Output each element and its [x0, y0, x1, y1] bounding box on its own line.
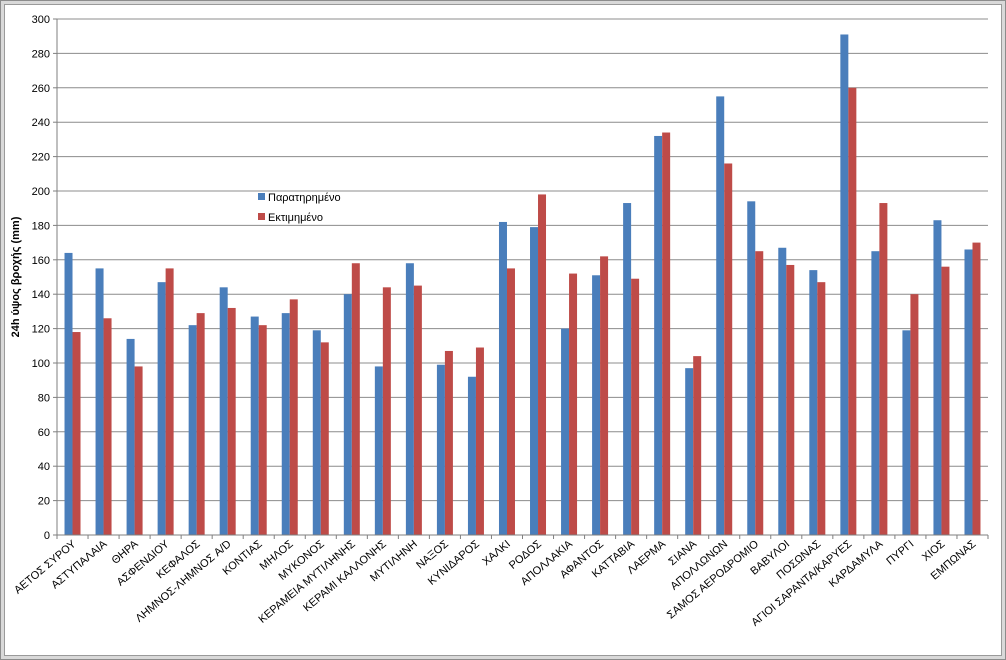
- bar-estimated: [600, 256, 609, 535]
- bar-observed: [561, 328, 570, 535]
- bar-estimated: [972, 242, 981, 535]
- y-tick-label: 60: [38, 427, 50, 439]
- bar-estimated: [724, 163, 733, 536]
- y-axis-label: 24h ύψος βροχής (mm): [10, 216, 22, 337]
- bar-observed: [809, 270, 818, 535]
- y-tick-label: 140: [32, 289, 50, 301]
- bar-observed: [902, 330, 911, 535]
- x-category-label: ΠΥΡΓΙ: [884, 538, 916, 568]
- bar-observed: [778, 247, 787, 535]
- bar-observed: [219, 287, 228, 535]
- bar-observed: [498, 221, 507, 535]
- bar-observed: [250, 316, 259, 535]
- y-tick-label: 160: [32, 255, 50, 267]
- bar-estimated: [786, 264, 795, 535]
- legend: Παρατηρημένο Εκτιμημένο: [258, 192, 341, 224]
- gridlines: [57, 18, 988, 502]
- y-tick-label: 20: [38, 496, 50, 508]
- bar-observed: [933, 220, 942, 536]
- bar-estimated: [320, 342, 329, 535]
- bar-estimated: [538, 194, 547, 535]
- bar-observed: [623, 203, 632, 536]
- legend-label: Εκτιμημένο: [268, 212, 323, 224]
- bar-estimated: [444, 350, 453, 535]
- bar-observed: [871, 251, 880, 535]
- bar-estimated: [258, 325, 267, 535]
- bar-estimated: [289, 299, 298, 535]
- bar-observed: [436, 364, 445, 535]
- y-axis-ticks: 0 20 40 60 80 100 120 140 160 180 200 220 240 260 280 3…: [32, 14, 57, 542]
- legend-swatch: [258, 193, 265, 200]
- bar-estimated: [196, 313, 205, 535]
- y-tick-label: 260: [32, 83, 50, 95]
- y-tick-label: 120: [32, 324, 50, 336]
- bar-estimated: [165, 268, 174, 535]
- bar-estimated: [72, 332, 81, 535]
- y-tick-label: 80: [38, 392, 50, 404]
- bar-estimated: [755, 251, 764, 535]
- legend-swatch: [258, 213, 265, 220]
- y-tick-label: 280: [32, 48, 50, 60]
- y-tick-label: 100: [32, 358, 50, 370]
- bar-observed: [126, 338, 135, 535]
- bar-estimated: [382, 287, 391, 535]
- bar-estimated: [569, 273, 578, 535]
- y-tick-label: 240: [32, 117, 50, 129]
- bar-observed: [405, 263, 414, 535]
- bar-observed: [157, 282, 166, 535]
- bar-estimated: [103, 318, 112, 535]
- bar-observed: [343, 294, 352, 535]
- bar-estimated: [817, 282, 826, 535]
- bar-estimated: [848, 87, 857, 536]
- y-tick-label: 0: [44, 530, 50, 542]
- bar-estimated: [910, 294, 919, 535]
- bar-estimated: [506, 268, 515, 535]
- bar-estimated: [134, 366, 143, 535]
- bar-estimated: [693, 356, 702, 535]
- bar-estimated: [475, 347, 484, 535]
- y-tick-label: 180: [32, 220, 50, 232]
- legend-label: Παρατηρημένο: [268, 192, 341, 204]
- y-tick-label: 40: [38, 461, 50, 473]
- y-tick-label: 300: [32, 14, 50, 26]
- bar-observed: [685, 368, 694, 535]
- y-tick-label: 220: [32, 152, 50, 164]
- bar-estimated: [351, 263, 360, 535]
- x-category-label: ΚΑΡΔΑΜΥΛΑ: [827, 538, 886, 590]
- bar-observed: [467, 376, 476, 535]
- bar-observed: [64, 252, 73, 536]
- bars: [64, 34, 981, 536]
- bar-observed: [747, 201, 756, 535]
- bar-estimated: [662, 132, 671, 535]
- bar-observed: [374, 366, 383, 535]
- bar-estimated: [413, 285, 422, 535]
- bar-estimated: [941, 266, 950, 535]
- bar-observed: [592, 275, 601, 535]
- bar-observed: [716, 96, 725, 536]
- bar-estimated: [631, 278, 640, 535]
- bar-observed: [312, 330, 321, 535]
- x-category-label: ΑΣΤΥΠΑΛΑΙΑ: [49, 538, 110, 592]
- bar-observed: [964, 249, 973, 536]
- bar-observed: [281, 313, 290, 535]
- bar-observed: [654, 135, 663, 535]
- y-tick-label: 200: [32, 186, 50, 198]
- bar-observed: [95, 268, 104, 535]
- bar-estimated: [879, 203, 888, 536]
- bar-estimated: [227, 307, 236, 535]
- bar-observed: [530, 227, 539, 535]
- bar-observed: [840, 34, 849, 535]
- bar-observed: [188, 325, 197, 535]
